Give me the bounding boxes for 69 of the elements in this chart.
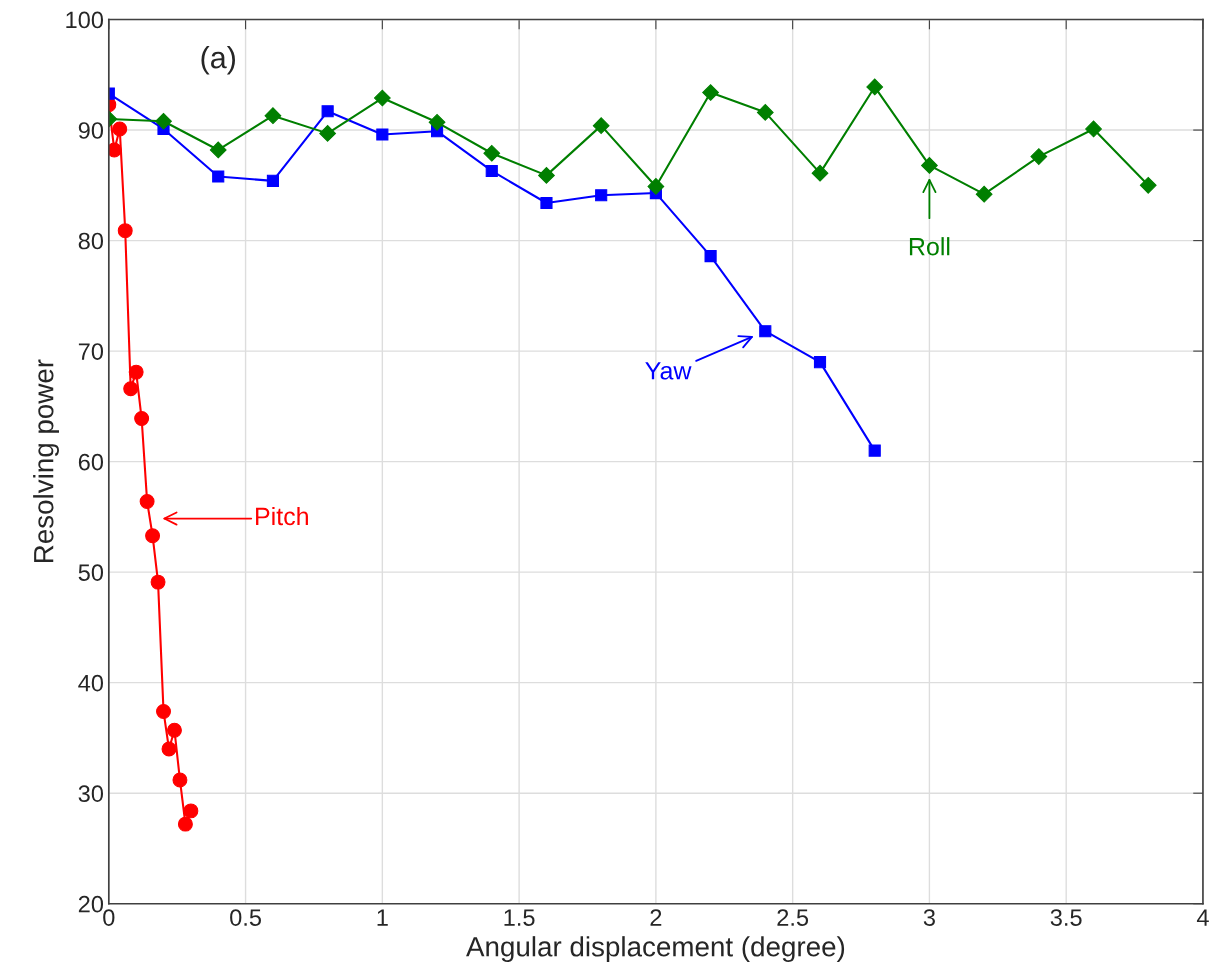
point xyxy=(177,816,193,832)
x-tick-label: 3 xyxy=(923,909,935,926)
point xyxy=(595,189,608,202)
point xyxy=(150,574,166,590)
x-tick-label: 2.5 xyxy=(777,909,809,926)
point xyxy=(117,223,133,239)
y-tick-label: 40 xyxy=(78,674,104,692)
point xyxy=(209,141,227,159)
x-tick-label: 1 xyxy=(377,909,388,926)
point xyxy=(321,105,334,118)
point xyxy=(139,493,155,509)
point xyxy=(1139,176,1157,194)
point xyxy=(485,164,498,178)
point xyxy=(266,174,280,187)
point xyxy=(128,364,144,380)
point xyxy=(811,164,829,182)
point xyxy=(702,84,719,101)
y-tick-label: 90 xyxy=(78,122,104,139)
point xyxy=(1030,148,1048,165)
point xyxy=(868,444,881,457)
point xyxy=(172,772,188,788)
point xyxy=(108,142,122,158)
point xyxy=(704,249,717,263)
y-axis-title: Resolving power xyxy=(33,359,59,563)
text: (a) xyxy=(201,46,235,75)
point xyxy=(134,411,150,426)
point xyxy=(156,703,171,719)
series-label: Roll xyxy=(909,237,950,256)
x-tick-label: 0 xyxy=(103,909,115,926)
y-tick-label: 50 xyxy=(78,564,104,581)
point xyxy=(183,803,199,819)
point xyxy=(483,144,501,162)
point xyxy=(592,117,610,135)
y-tick-label: 100 xyxy=(66,11,104,29)
point xyxy=(319,125,337,142)
point xyxy=(759,325,772,338)
x-tick-label: 0.5 xyxy=(230,909,261,926)
point xyxy=(428,113,446,131)
point xyxy=(264,107,282,125)
y-tick-label: 60 xyxy=(78,453,104,471)
text: Yaw xyxy=(645,362,692,380)
point xyxy=(373,89,391,107)
x-tick-label: 4 xyxy=(1196,909,1209,926)
point xyxy=(123,381,139,397)
y-tick-label: 80 xyxy=(78,232,104,250)
y-tick-label: 70 xyxy=(78,343,104,360)
x-tick-label: 3.5 xyxy=(1050,909,1082,926)
point xyxy=(538,167,555,184)
point xyxy=(166,722,182,738)
point xyxy=(1085,120,1102,138)
x-tick-label: 1.5 xyxy=(504,909,535,926)
point xyxy=(212,170,225,183)
point xyxy=(145,528,161,544)
x-tick-label: 2 xyxy=(650,909,662,926)
point xyxy=(975,185,993,203)
point xyxy=(756,104,774,121)
point xyxy=(155,112,172,130)
point xyxy=(376,128,389,141)
y-tick-label: 30 xyxy=(78,785,104,802)
legend-label: Pitch xyxy=(256,506,308,526)
point xyxy=(540,196,553,210)
y-tick-label: 20 xyxy=(78,895,104,913)
x-axis-title: Angular displacement (degree) xyxy=(466,936,845,963)
point xyxy=(647,178,665,195)
point xyxy=(161,741,177,757)
point xyxy=(112,121,128,137)
point xyxy=(866,78,884,96)
point xyxy=(813,356,827,369)
point xyxy=(921,157,938,174)
